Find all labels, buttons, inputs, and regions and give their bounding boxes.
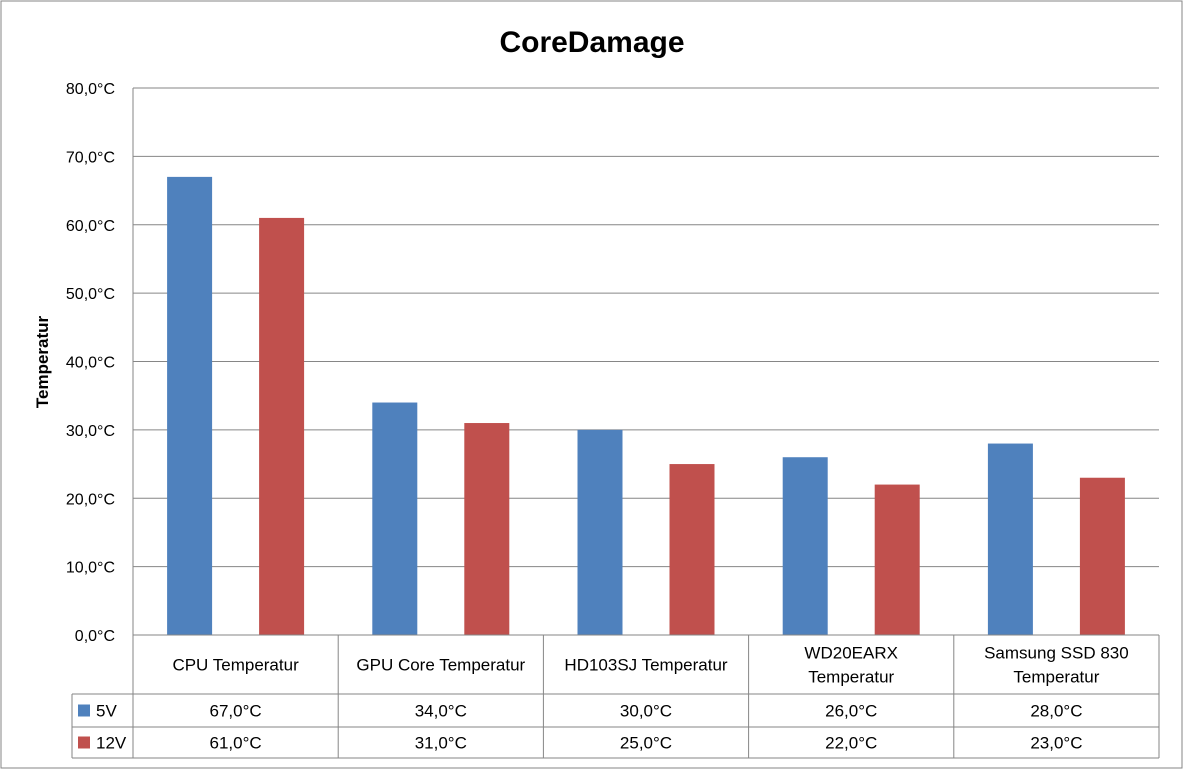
data-table: CPU Temperatur GPU Core Temperatur HD103SJ… xyxy=(71,634,1160,759)
y-tick-label: 70,0°C xyxy=(66,149,115,166)
bar-5v-0 xyxy=(167,176,213,635)
y-tick-label: 40,0°C xyxy=(66,355,115,372)
legend-key-12v xyxy=(78,736,90,749)
data-table-value: 22,0°C xyxy=(825,734,877,753)
category-label: Samsung SSD 830 xyxy=(984,644,1129,663)
category-label: HD103SJ Temperatur xyxy=(564,656,727,675)
y-tick-label: 50,0°C xyxy=(66,286,115,303)
y-tick-label: 0,0°C xyxy=(75,628,115,645)
y-axis-ticks: 0,0°C 10,0°C 20,0°C 30,0°C 40,0°C 50,0°C 60,0°… xyxy=(66,81,115,645)
data-table-value: 25,0°C xyxy=(620,734,672,753)
bar-5v-4 xyxy=(987,443,1033,635)
y-axis-label: Temperatur xyxy=(33,315,52,408)
chart-title: CoreDamage xyxy=(499,26,684,59)
bar-5v-1 xyxy=(372,402,418,635)
data-table-value: 28,0°C xyxy=(1030,702,1082,721)
category-label: Temperatur xyxy=(808,668,894,687)
bar-12v-0 xyxy=(259,217,305,635)
data-table-value: 23,0°C xyxy=(1030,734,1082,753)
legend-label: 12V xyxy=(96,734,127,753)
category-label: Temperatur xyxy=(1013,668,1099,687)
y-tick-label: 10,0°C xyxy=(66,560,115,577)
bar-5v-3 xyxy=(782,457,828,635)
bar-12v-4 xyxy=(1079,477,1125,635)
y-tick-label: 30,0°C xyxy=(66,423,115,440)
category-label: WD20EARX xyxy=(804,644,898,663)
data-table-value: 61,0°C xyxy=(210,734,262,753)
y-tick-label: 80,0°C xyxy=(66,81,115,98)
data-table-value: 26,0°C xyxy=(825,702,877,721)
category-label: GPU Core Temperatur xyxy=(356,656,525,675)
legend-key-5v xyxy=(78,704,90,717)
category-label: CPU Temperatur xyxy=(172,656,299,675)
data-table-value: 30,0°C xyxy=(620,702,672,721)
data-table-value: 34,0°C xyxy=(415,702,467,721)
data-table-value: 31,0°C xyxy=(415,734,467,753)
y-tick-label: 60,0°C xyxy=(66,218,115,235)
data-table-value: 67,0°C xyxy=(210,702,262,721)
bar-5v-2 xyxy=(577,429,623,635)
y-tick-label: 20,0°C xyxy=(66,491,115,508)
bar-12v-3 xyxy=(874,484,920,635)
bars xyxy=(167,176,1125,635)
bar-12v-1 xyxy=(464,423,510,635)
bar-12v-2 xyxy=(669,464,715,635)
legend-label: 5V xyxy=(96,702,117,721)
